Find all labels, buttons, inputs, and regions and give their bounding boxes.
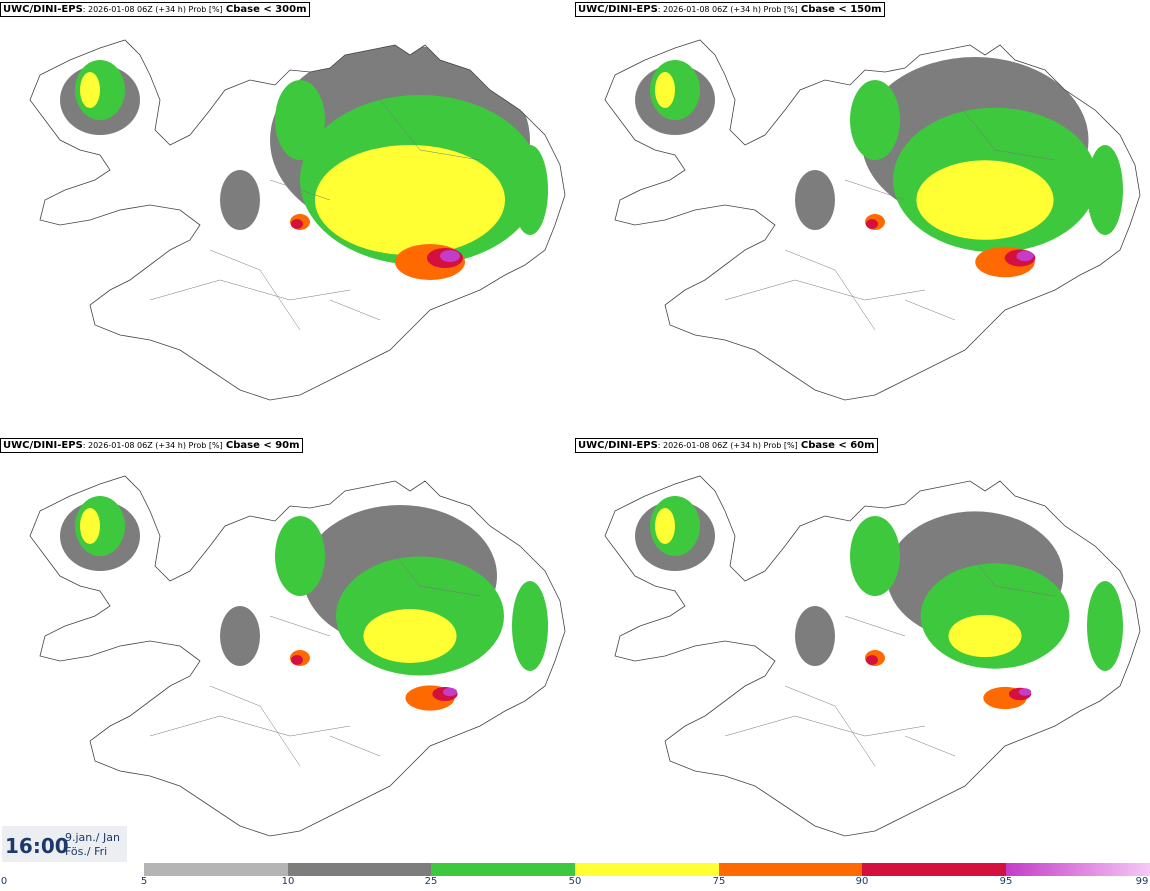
panel-title: UWC/DINI-EPS: 2026-01-08 06Z (+34 h) Pro… (0, 438, 303, 453)
panel-title: UWC/DINI-EPS: 2026-01-08 06Z (+34 h) Pro… (575, 438, 878, 453)
prob-25-50-area (512, 145, 548, 235)
probability-field (60, 45, 548, 280)
scale-segment-10-25 (288, 863, 431, 876)
prob-95-99-area (440, 250, 460, 262)
prob-25-50-area (1087, 581, 1123, 671)
prob-50-75-area (655, 72, 675, 108)
coastline (604, 475, 1141, 837)
scale-tick: 5 (140, 876, 148, 887)
coastline (29, 475, 566, 837)
prob-25-50-area (275, 80, 325, 160)
prob-10-25-area (220, 170, 260, 230)
iceland-map (604, 475, 1141, 837)
prob-10-25-area (220, 606, 260, 666)
scale-segment-90-95 (862, 863, 1006, 876)
prob-50-75-area (948, 614, 1022, 658)
scale-tick: 99 (1135, 876, 1149, 887)
prob-95-99-area (443, 687, 457, 697)
iceland-map (29, 475, 566, 837)
scale-tick: 10 (281, 876, 295, 887)
probability-color-scale (144, 863, 1150, 876)
map-panel-90m: UWC/DINI-EPS: 2026-01-08 06Z (+34 h) Pro… (0, 436, 575, 872)
valid-date-line: 9.jan./ Jan (65, 831, 120, 844)
boundary-lines (724, 535, 1056, 767)
panel-title: UWC/DINI-EPS: 2026-01-08 06Z (+34 h) Pro… (575, 2, 885, 17)
valid-date: 9.jan./ Jan Fös./ Fri (65, 831, 120, 859)
prob-95-99-area (1018, 688, 1032, 696)
scale-tick: 50 (568, 876, 582, 887)
prob-95-99-area (1016, 250, 1034, 262)
map-panel-150m: UWC/DINI-EPS: 2026-01-08 06Z (+34 h) Pro… (575, 0, 1150, 436)
coastline (604, 39, 1141, 401)
coastline (29, 39, 566, 401)
prob-50-75-area (80, 508, 100, 544)
prob-50-75-area (315, 145, 505, 255)
scale-tick: 0 (0, 876, 8, 887)
scale-tick: 95 (999, 876, 1013, 887)
scale-segment-5-10 (144, 863, 288, 876)
scale-tick: 75 (712, 876, 726, 887)
prob-50-75-area (655, 508, 675, 544)
scale-segment-75-90 (719, 863, 862, 876)
prob-50-75-area (363, 609, 457, 663)
prob-10-25-area (795, 606, 835, 666)
scale-segment-50-75 (575, 863, 719, 876)
prob-25-50-area (512, 581, 548, 671)
prob-90-95-area (291, 655, 303, 665)
scale-tick: 90 (855, 876, 869, 887)
prob-50-75-area (80, 72, 100, 108)
prob-10-25-area (795, 170, 835, 230)
prob-90-95-area (866, 655, 878, 665)
scale-segment-95-99 (1006, 863, 1150, 876)
boundary-lines (149, 99, 481, 331)
prob-90-95-area (291, 219, 303, 229)
prob-25-50-area (275, 516, 325, 596)
scale-tick: 25 (424, 876, 438, 887)
probability-field (635, 57, 1123, 278)
prob-25-50-area (1087, 145, 1123, 235)
probability-field (635, 496, 1123, 710)
valid-weekday-line: Fös./ Fri (65, 845, 108, 858)
iceland-map (29, 39, 566, 401)
scale-segment-25-50 (431, 863, 575, 876)
probability-field (60, 496, 548, 711)
valid-time: 16:00 (5, 834, 69, 858)
map-panel-300m: UWC/DINI-EPS: 2026-01-08 06Z (+34 h) Pro… (0, 0, 575, 436)
valid-time-box: 16:00 9.jan./ Jan Fös./ Fri (2, 826, 127, 862)
prob-90-95-area (866, 219, 878, 229)
iceland-map (604, 39, 1141, 401)
prob-25-50-area (850, 80, 900, 160)
boundary-lines (149, 535, 481, 767)
prob-50-75-area (916, 160, 1054, 240)
boundary-lines (724, 99, 1056, 331)
panel-title: UWC/DINI-EPS: 2026-01-08 06Z (+34 h) Pro… (0, 2, 310, 17)
prob-25-50-area (850, 516, 900, 596)
map-panel-60m: UWC/DINI-EPS: 2026-01-08 06Z (+34 h) Pro… (575, 436, 1150, 872)
